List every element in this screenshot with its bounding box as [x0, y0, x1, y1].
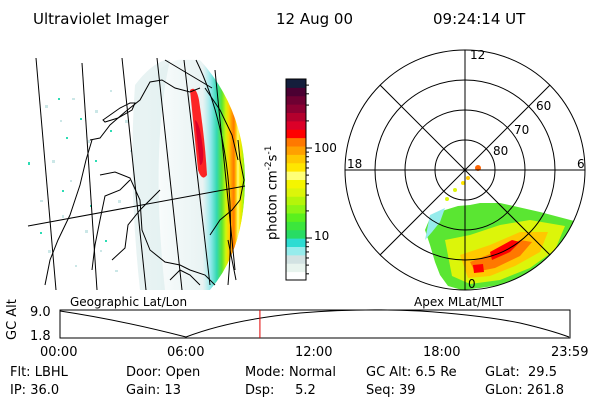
colorbar-swatch — [286, 154, 306, 164]
altitude-xtick: 00:00 — [40, 345, 78, 360]
status-value: 13 — [164, 383, 181, 398]
colorbar-swatch — [286, 120, 306, 130]
status-value: 5.2 — [295, 383, 316, 398]
colorbar-swatch — [286, 213, 306, 222]
status-gain: Gain: 13 — [126, 384, 181, 398]
status-glon: GLon: 261.8 — [485, 384, 564, 398]
altitude-curve — [59, 309, 570, 338]
status-label: Gain: — [126, 383, 161, 398]
lat-label-70: 70 — [514, 123, 530, 137]
altitude-xtick: 18:00 — [423, 345, 461, 360]
colorbar-swatch — [286, 171, 306, 180]
colorbar-swatch — [286, 104, 306, 113]
status-filter: Flt: LBHL — [10, 366, 68, 380]
colorbar-swatch — [286, 79, 306, 88]
colorbar-swatch — [286, 146, 306, 155]
map-grid — [27, 57, 246, 291]
status-value: Open — [165, 365, 201, 380]
colorbar-swatch — [286, 179, 306, 189]
polar-grid — [344, 49, 586, 291]
status-gc-alt: GC Alt: 6.5 Re — [366, 366, 457, 380]
status-label: Door: — [126, 365, 162, 380]
colorbar-swatch — [286, 271, 306, 281]
colorbar-swatch — [286, 162, 306, 172]
status-ip: IP: 36.0 — [10, 384, 59, 398]
colorbar-tick-10: 10 — [314, 229, 330, 243]
status-label: Mode: — [245, 365, 285, 380]
status-label: Flt: — [10, 365, 31, 380]
map-label: Geographic Lat/Lon — [70, 295, 188, 309]
altitude-ytick-min: 1.8 — [30, 329, 51, 344]
altitude-xtick: 23:59 — [551, 345, 589, 360]
status-seq: Seq: 39 — [366, 384, 416, 398]
status-label: GC Alt: — [366, 365, 412, 380]
colorbar-frame — [285, 78, 307, 281]
lat-label-80: 80 — [493, 144, 509, 158]
status-value: 261.8 — [526, 383, 565, 398]
mlt-label-6: 6 — [577, 157, 585, 171]
status-glat: GLat: 29.5 — [485, 366, 557, 380]
status-value: 6.5 Re — [415, 365, 457, 380]
status-label: Dsp: — [245, 383, 275, 398]
colorbar-tick-100: 100 — [314, 141, 337, 155]
instrument-title: Ultraviolet Imager — [33, 10, 169, 28]
mlt-label-12: 12 — [470, 48, 486, 62]
status-label: GLat: — [485, 365, 520, 380]
colorbar-swatch — [286, 204, 306, 214]
colorbar-swatch — [286, 112, 306, 122]
altitude-xtick: 12:00 — [295, 345, 333, 360]
status-value: LBHL — [34, 365, 68, 380]
status-dsp: Dsp: 5.2 — [245, 384, 316, 398]
status-value: Normal — [288, 365, 336, 380]
status-value: 39 — [399, 383, 416, 398]
colorbar-swatch — [286, 137, 306, 147]
altitude-ytick-max: 9.0 — [30, 305, 51, 320]
coastlines — [44, 79, 245, 286]
colorbar-swatch — [286, 246, 306, 256]
polar-label: Apex MLat/MLT — [414, 295, 504, 309]
status-label: Seq: — [366, 383, 395, 398]
colorbar-swatch — [286, 221, 306, 231]
altitude-plot-frame — [59, 309, 571, 339]
status-door: Door: Open — [126, 366, 200, 380]
mlt-label-18: 18 — [347, 157, 363, 171]
status-value: 29.5 — [528, 365, 557, 380]
colorbar-swatch — [286, 238, 306, 247]
colorbar-swatch — [286, 229, 306, 239]
colorbar-swatch — [286, 187, 306, 197]
altitude-ylabel: GC Alt — [5, 299, 20, 340]
mlt-label-0: 0 — [468, 277, 476, 291]
status-label: IP: — [10, 383, 27, 398]
status-label: GLon: — [485, 383, 523, 398]
colorbar-swatch — [286, 263, 306, 273]
time-label: 09:24:14 UT — [433, 10, 526, 28]
lat-label-60: 60 — [536, 99, 552, 113]
colorbar-swatch — [286, 95, 306, 105]
colorbar-swatch — [286, 87, 306, 97]
status-mode: Mode: Normal — [245, 366, 336, 380]
colorbar-swatch — [286, 196, 306, 206]
status-value: 36.0 — [30, 383, 60, 398]
altitude-xtick: 06:00 — [167, 345, 205, 360]
polar-image — [425, 165, 578, 290]
colorbar-swatch — [286, 254, 306, 264]
date-label: 12 Aug 00 — [276, 10, 353, 28]
colorbar-swatch — [286, 129, 306, 139]
